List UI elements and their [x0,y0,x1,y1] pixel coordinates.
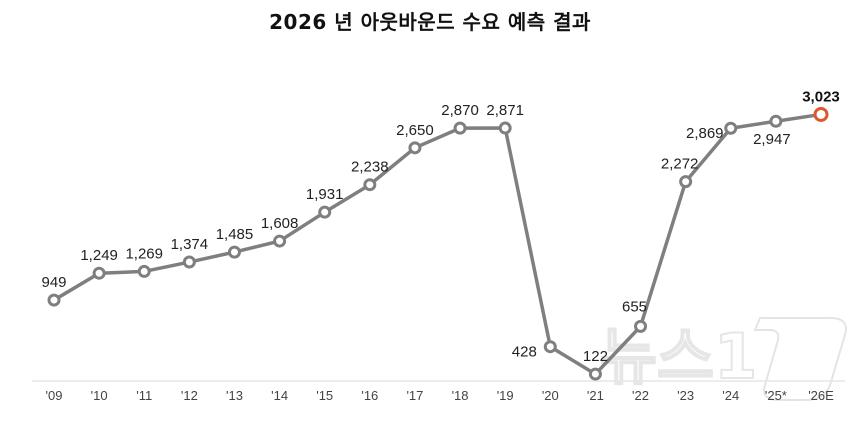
x-tick-label: '24 [722,388,739,403]
data-markers [47,106,829,381]
x-tick-label: '09 [46,388,63,403]
data-point [408,141,422,155]
data-label: 1,269 [125,245,163,262]
data-label: 655 [622,298,647,315]
data-label: 1,374 [171,236,209,253]
data-point [182,255,196,269]
x-tick-label: '18 [452,388,469,403]
data-labels: 949 1,249 1,269 1,374 1,485 1,608 1,931 2,238 2,… [41,88,839,365]
data-point [363,178,377,192]
data-point [453,121,467,135]
series-line [53,112,822,376]
x-tick-label: '25* [765,388,787,403]
data-point [634,319,648,333]
x-tick-label: '19 [497,388,514,403]
data-label: 1,249 [80,247,118,264]
x-tick-label: '21 [587,388,604,403]
x-tick-label: '11 [136,388,152,403]
data-point [273,234,287,248]
data-label: 2,650 [396,122,434,139]
data-point [498,121,512,135]
data-label: 428 [512,344,537,361]
data-label: 2,870 [441,102,479,119]
watermark-one-icon [753,317,847,401]
data-point [543,340,557,354]
x-axis-ticks: '09 '10 '11 '12 '13 '14 '15 '16 '17 '18 '19 '20 '21 '… [46,388,835,403]
watermark-logo: 뉴스1 [599,317,847,401]
data-label: 2,272 [661,156,699,173]
x-tick-label: '26E [808,388,834,403]
data-point [769,114,783,128]
data-point [92,266,106,280]
data-label: 1,931 [306,186,344,203]
data-label: 2,871 [486,102,524,119]
x-tick-label: '12 [181,388,198,403]
data-point [137,264,151,278]
data-label: 949 [41,274,66,291]
x-tick-label: '17 [406,388,423,403]
watermark-text: 뉴스1 [600,320,757,393]
data-point [47,293,61,307]
data-label: 122 [583,348,608,365]
data-label: 2,947 [753,131,791,148]
x-tick-label: '23 [677,388,694,403]
data-point [318,205,332,219]
x-tick-label: '15 [316,388,333,403]
data-point [724,121,738,135]
x-tick-label: '20 [542,388,559,403]
highlight-data-point [813,106,829,122]
x-tick-label: '14 [271,388,288,403]
x-tick-label: '22 [632,388,649,403]
data-label: 3,023 [802,88,840,105]
data-point [588,367,602,381]
x-tick-label: '16 [361,388,378,403]
x-tick-label: '13 [226,388,243,403]
data-point [679,175,693,189]
data-label: 1,485 [216,226,254,243]
data-label: 1,608 [261,215,299,232]
chart-title: 2026 년 아웃바운드 수요 예측 결과 [269,10,591,34]
data-label: 2,238 [351,159,389,176]
x-tick-label: '10 [91,388,108,403]
data-point [227,245,241,259]
data-label: 2,869 [686,125,724,142]
